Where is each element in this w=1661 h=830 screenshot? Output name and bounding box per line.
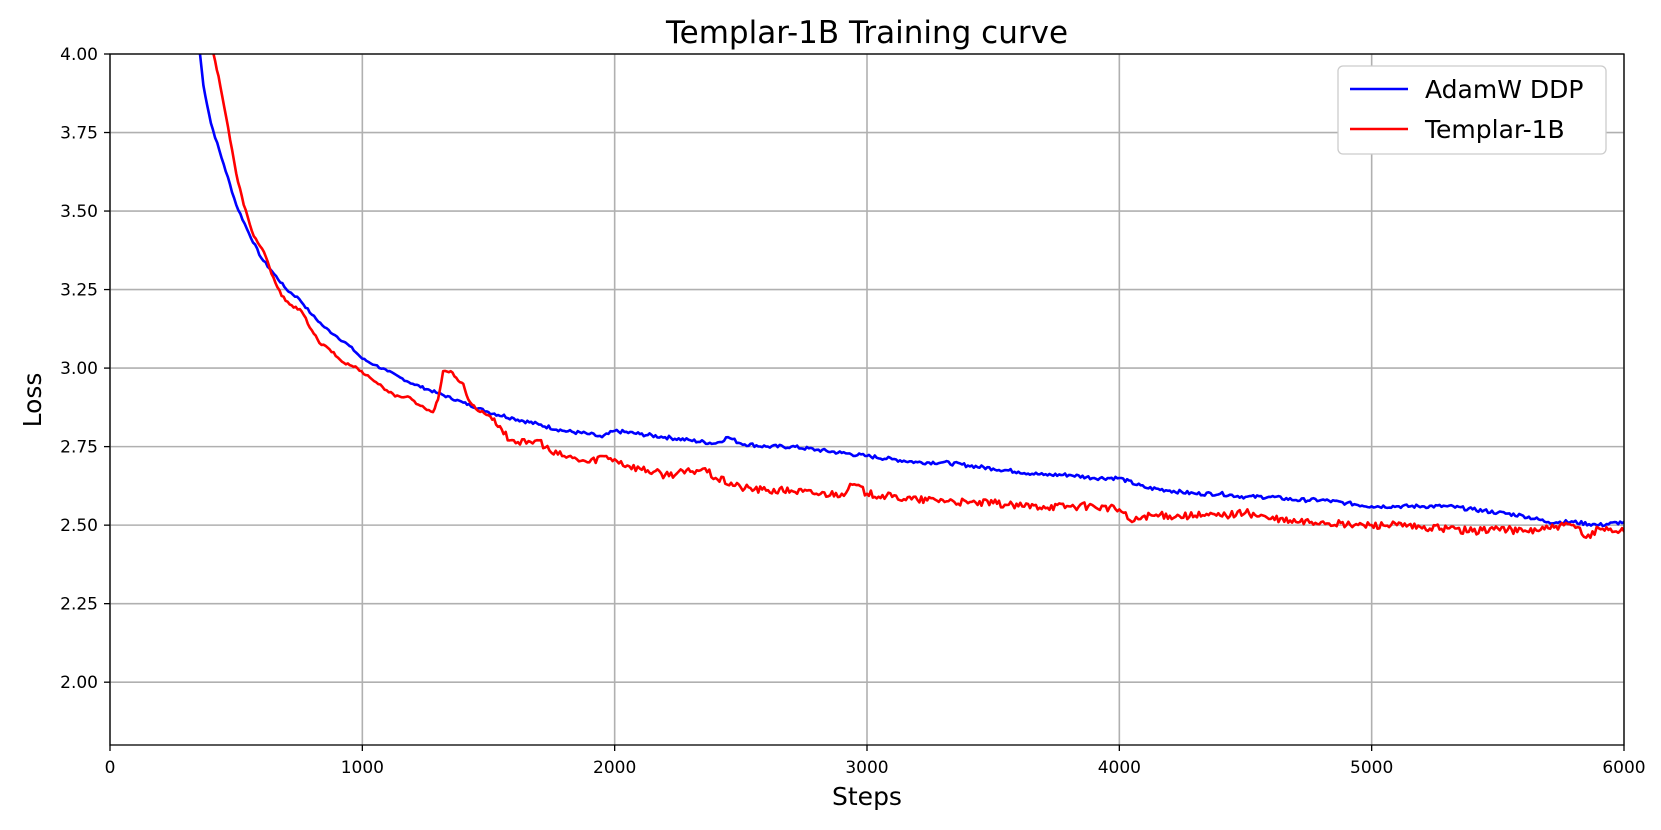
y-tick-label: 3.75 bbox=[60, 124, 98, 144]
x-tick-label: 3000 bbox=[845, 758, 888, 778]
x-tick-label: 5000 bbox=[1350, 758, 1393, 778]
y-tick-label: 3.50 bbox=[60, 202, 98, 222]
x-tick-label: 4000 bbox=[1098, 758, 1141, 778]
series-line-adamw-ddp bbox=[198, 54, 1624, 528]
y-tick-label: 3.00 bbox=[60, 359, 98, 379]
y-tick-label: 2.00 bbox=[60, 673, 98, 693]
x-tick-label: 0 bbox=[105, 758, 116, 778]
series-group bbox=[198, 54, 1624, 539]
legend-label-templar-1b: Templar-1B bbox=[1424, 115, 1565, 144]
y-axis-label: Loss bbox=[18, 373, 47, 428]
y-tick-label: 2.50 bbox=[60, 516, 98, 536]
legend: AdamW DDP Templar-1B bbox=[1337, 65, 1607, 155]
x-tick-label: 1000 bbox=[341, 758, 384, 778]
x-tick-label: 2000 bbox=[593, 758, 636, 778]
y-tick-label: 4.00 bbox=[60, 45, 98, 65]
x-tick-label: 6000 bbox=[1602, 758, 1645, 778]
series-line-templar-1b bbox=[212, 54, 1624, 539]
y-tick-label: 2.75 bbox=[60, 438, 98, 458]
x-axis-label: Steps bbox=[832, 782, 902, 811]
x-axis-ticks: 0 1000 2000 3000 4000 5000 6000 bbox=[105, 745, 1646, 778]
y-tick-label: 3.25 bbox=[60, 281, 98, 301]
chart-title: Templar-1B Training curve bbox=[665, 15, 1068, 51]
y-tick-label: 2.25 bbox=[60, 595, 98, 615]
legend-label-adamw-ddp: AdamW DDP bbox=[1425, 75, 1583, 104]
y-axis-ticks: 2.00 2.25 2.50 2.75 3.00 3.25 3.50 3.75 4.00 bbox=[60, 45, 110, 693]
